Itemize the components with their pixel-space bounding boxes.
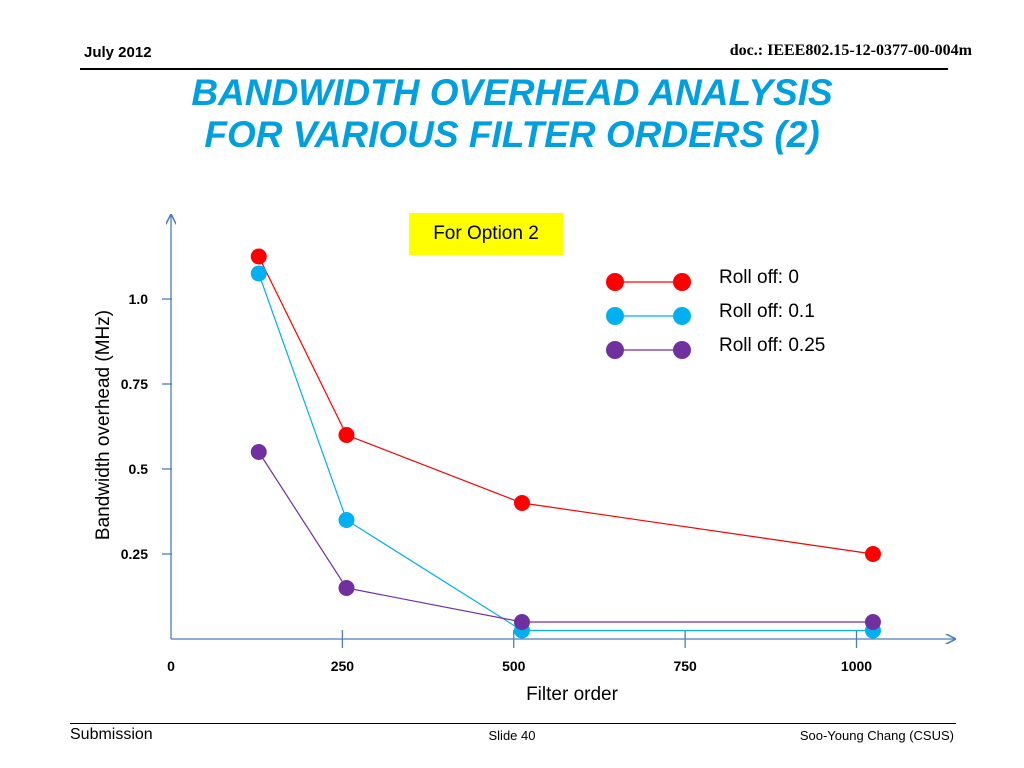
- series-3: [250, 444, 881, 630]
- footer-divider: [70, 723, 956, 724]
- legend-marker: [673, 341, 691, 359]
- legend-label: Roll off: 0.1: [719, 301, 815, 322]
- legend-marker: [606, 341, 624, 359]
- legend-marker: [673, 307, 691, 325]
- slide-title-line-2: FOR VARIOUS FILTER ORDERS (2): [204, 114, 820, 155]
- footer-slide-number: Slide 40: [488, 728, 536, 743]
- y-tick-label: 0.5: [129, 461, 149, 477]
- data-point: [250, 248, 267, 265]
- series-line: [258, 256, 874, 555]
- data-point: [513, 495, 530, 511]
- y-tick-label: 0.75: [121, 376, 148, 392]
- data-point: [338, 512, 355, 528]
- slide-title: BANDWIDTH OVERHEAD ANALYSIS FOR VARIOUS …: [0, 72, 1024, 156]
- legend-marker: [673, 273, 691, 291]
- data-point: [338, 427, 355, 443]
- x-axis-label: Filter order: [526, 684, 618, 705]
- x-tick-label: 250: [331, 658, 355, 674]
- data-point: [338, 580, 355, 596]
- data-point: [513, 614, 530, 630]
- series-line: [258, 451, 873, 623]
- data-point: [250, 444, 267, 460]
- x-tick-label: 750: [673, 658, 697, 674]
- y-tick-label: 1.0: [129, 291, 149, 307]
- legend-marker: [606, 307, 624, 325]
- y-axis-label: Bandwidth overhead (MHz): [93, 309, 114, 541]
- x-tick-label: 1000: [841, 658, 872, 674]
- slide-title-line-1: BANDWIDTH OVERHEAD ANALYSIS: [191, 72, 833, 113]
- legend-item-1: Roll off: 0: [606, 267, 799, 291]
- y-tick-label: 0.25: [121, 546, 148, 562]
- header-date: July 2012: [84, 44, 152, 61]
- series-line: [258, 273, 873, 632]
- option-annotation: For Option 2: [409, 213, 563, 255]
- legend-label: Roll off: 0.25: [719, 335, 825, 356]
- header-doc-id: doc.: IEEE802.15-12-0377-00-004m: [729, 42, 972, 59]
- legend-item-3: Roll off: 0.25: [606, 335, 825, 359]
- legend-item-2: Roll off: 0.1: [606, 301, 815, 325]
- data-point: [864, 614, 881, 630]
- data-point: [250, 265, 267, 282]
- series-1: [250, 248, 881, 562]
- x-tick-label: 500: [502, 658, 526, 674]
- footer-submission: Submission: [70, 726, 153, 743]
- header-divider: [80, 68, 948, 70]
- data-point: [864, 546, 881, 562]
- footer-author: Soo-Young Chang (CSUS): [799, 728, 954, 743]
- legend-label: Roll off: 0: [719, 267, 799, 288]
- legend-marker: [606, 273, 624, 291]
- x-tick-label: 0: [167, 658, 175, 674]
